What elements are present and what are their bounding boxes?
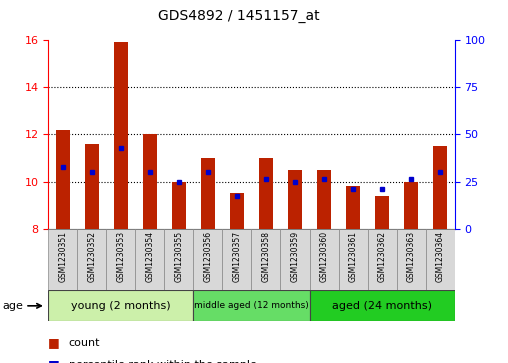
Text: middle aged (12 months): middle aged (12 months) [194, 301, 309, 310]
Text: aged (24 months): aged (24 months) [332, 301, 432, 311]
Text: ■: ■ [48, 358, 60, 363]
Text: percentile rank within the sample: percentile rank within the sample [69, 360, 257, 363]
FancyBboxPatch shape [106, 229, 135, 290]
Text: GSM1230352: GSM1230352 [87, 231, 97, 282]
Bar [346, 186, 360, 229]
Text: GSM1230357: GSM1230357 [233, 231, 241, 282]
Bar [201, 158, 215, 229]
Bar [433, 146, 448, 229]
Bar [259, 158, 273, 229]
FancyBboxPatch shape [165, 229, 194, 290]
FancyBboxPatch shape [397, 229, 426, 290]
Text: GSM1230353: GSM1230353 [116, 231, 125, 282]
FancyBboxPatch shape [135, 229, 165, 290]
Text: GSM1230363: GSM1230363 [406, 231, 416, 282]
FancyBboxPatch shape [223, 229, 251, 290]
Text: GSM1230351: GSM1230351 [58, 231, 67, 282]
Text: GSM1230354: GSM1230354 [145, 231, 154, 282]
Text: GSM1230355: GSM1230355 [174, 231, 183, 282]
Bar [84, 144, 99, 229]
FancyBboxPatch shape [194, 229, 223, 290]
Text: ■: ■ [48, 337, 60, 350]
FancyBboxPatch shape [280, 229, 309, 290]
Bar [230, 193, 244, 229]
FancyBboxPatch shape [48, 290, 194, 321]
Bar [375, 196, 389, 229]
Text: GSM1230361: GSM1230361 [348, 231, 358, 282]
Text: young (2 months): young (2 months) [71, 301, 171, 311]
Text: GSM1230362: GSM1230362 [377, 231, 387, 282]
FancyBboxPatch shape [251, 229, 280, 290]
Bar [55, 130, 70, 229]
Text: age: age [3, 301, 23, 311]
Text: GSM1230359: GSM1230359 [291, 231, 300, 282]
Text: count: count [69, 338, 100, 348]
FancyBboxPatch shape [426, 229, 455, 290]
Text: GSM1230360: GSM1230360 [320, 231, 329, 282]
FancyBboxPatch shape [77, 229, 106, 290]
FancyBboxPatch shape [309, 229, 338, 290]
Bar [143, 134, 157, 229]
FancyBboxPatch shape [338, 229, 368, 290]
Text: GSM1230356: GSM1230356 [203, 231, 212, 282]
Text: GDS4892 / 1451157_at: GDS4892 / 1451157_at [158, 9, 320, 23]
FancyBboxPatch shape [194, 290, 309, 321]
Bar [317, 170, 331, 229]
FancyBboxPatch shape [48, 229, 77, 290]
Text: GSM1230358: GSM1230358 [262, 231, 270, 282]
Bar [404, 182, 419, 229]
Text: GSM1230364: GSM1230364 [436, 231, 444, 282]
Bar [114, 42, 128, 229]
Bar [288, 170, 302, 229]
FancyBboxPatch shape [368, 229, 397, 290]
FancyBboxPatch shape [309, 290, 455, 321]
Bar [172, 182, 186, 229]
